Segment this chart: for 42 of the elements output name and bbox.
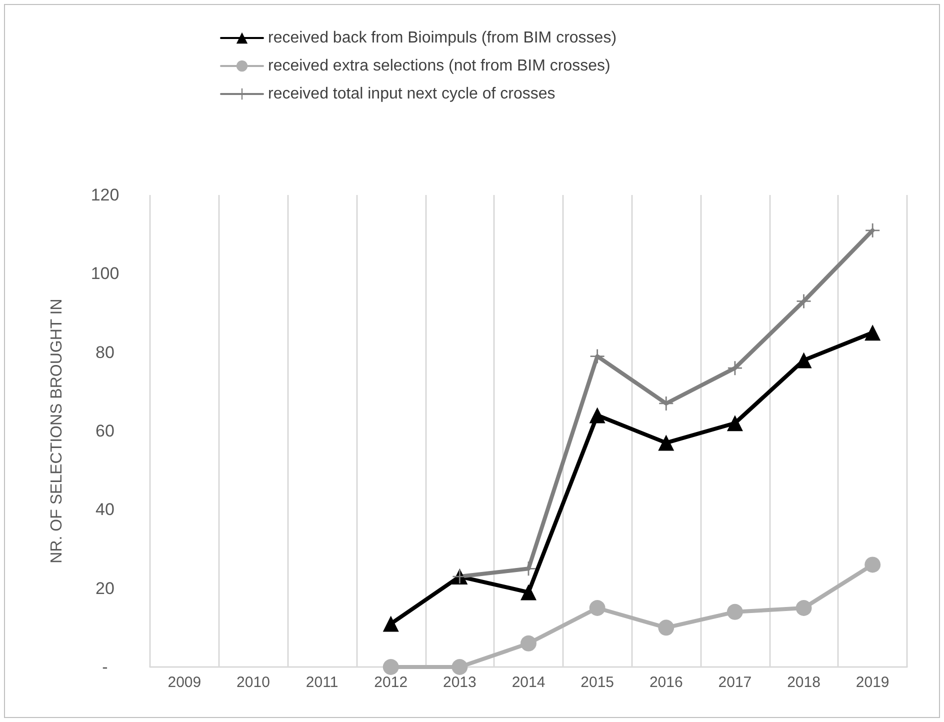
point xyxy=(796,600,812,616)
point xyxy=(658,620,674,636)
legend-label: received back from Bioimpuls (from BIM crosses) xyxy=(268,30,617,46)
x-tick-label: 2014 xyxy=(512,674,546,691)
point xyxy=(866,223,880,238)
x-tick-label: 2012 xyxy=(374,674,408,691)
point xyxy=(864,324,881,341)
x-tick-label: 2017 xyxy=(718,674,752,691)
y-tick-label: 20 xyxy=(96,578,114,598)
legend-label: received extra selections (not from BIM crosses) xyxy=(268,58,610,74)
point xyxy=(796,352,812,368)
legend-label: received total input next cycle of crosses xyxy=(268,86,556,102)
y-tick-label: 60 xyxy=(96,422,114,440)
x-tick-label: 2010 xyxy=(236,674,270,691)
point xyxy=(726,604,743,620)
point xyxy=(382,659,399,675)
point xyxy=(658,434,674,451)
point xyxy=(589,407,606,424)
point xyxy=(589,600,606,616)
y-tick-label: 80 xyxy=(96,342,114,362)
y-axis-title: NR. OF SELECTIONS BROUGHT IN xyxy=(48,298,66,564)
y-tick-label: 100 xyxy=(90,264,120,284)
y-tick-label: 40 xyxy=(96,500,114,520)
x-tick-label: 2016 xyxy=(649,674,683,691)
point xyxy=(864,556,881,573)
x-tick-label: 2018 xyxy=(787,674,820,691)
point xyxy=(520,584,536,600)
point xyxy=(382,616,399,632)
x-tick-label: 2015 xyxy=(580,674,614,691)
point xyxy=(796,294,811,308)
point xyxy=(659,396,674,410)
point xyxy=(452,659,468,675)
x-tick-label: 2011 xyxy=(306,674,338,691)
point xyxy=(590,349,604,364)
x-tick-label: 2009 xyxy=(168,674,202,691)
point xyxy=(726,415,743,432)
x-tick-label: 2019 xyxy=(856,674,890,691)
point xyxy=(520,635,536,652)
x-tick-label: 2013 xyxy=(442,674,476,691)
y-tick-label: 120 xyxy=(90,186,120,204)
point xyxy=(728,361,742,376)
y-tick-label: - xyxy=(102,658,108,676)
